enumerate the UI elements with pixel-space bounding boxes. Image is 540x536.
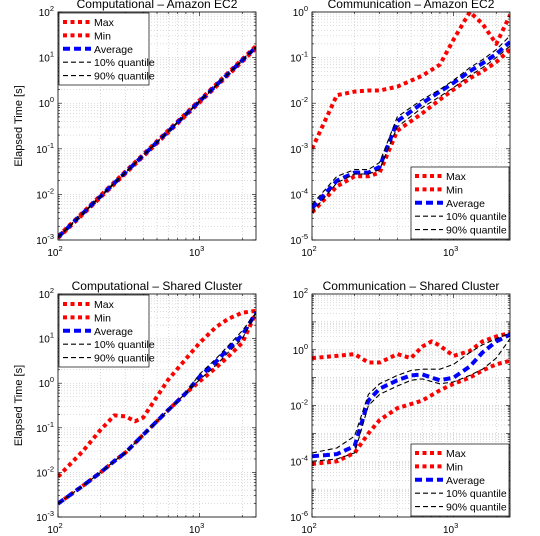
chart-title: Computational – Shared Cluster: [72, 279, 243, 293]
y-tick-label: 102: [39, 4, 54, 19]
legend-label: 10% quantile: [94, 339, 155, 351]
legend-label: Max: [94, 17, 115, 29]
legend-label: 90% quantile: [446, 225, 507, 237]
series-line: [312, 45, 510, 213]
series-line: [58, 312, 256, 505]
y-axis-label: Elapsed Time [s]: [13, 365, 25, 446]
y-tick-label: 100: [293, 342, 308, 357]
x-tick-label: 102: [301, 521, 316, 536]
grid: [311, 293, 510, 518]
y-tick-label: 10-1: [290, 50, 308, 65]
y-tick-label: 10-2: [290, 398, 308, 413]
legend-label: Max: [94, 299, 115, 311]
legend-label: Max: [446, 171, 467, 183]
chart-panel: 102 103 10-3 10-2 10-1 100 101 102 Computational…: [13, 0, 257, 259]
series-line: [312, 332, 510, 459]
y-tick-label: 10-1: [36, 420, 54, 435]
y-tick-label: 10-3: [36, 232, 54, 247]
x-tick-label: 102: [47, 521, 62, 536]
y-tick-label: 10-2: [36, 186, 54, 201]
chart-panel: 102 103 10-3 10-2 10-1 100 101 102 Computational…: [13, 279, 257, 536]
x-tick-label: 103: [189, 244, 204, 259]
legend-label: Min: [446, 461, 463, 473]
legend-label: 10% quantile: [446, 488, 507, 500]
legend-label: Min: [94, 312, 111, 324]
legend-label: 90% quantile: [94, 353, 155, 365]
y-tick-label: 10-4: [290, 453, 308, 468]
legend-label: Average: [94, 326, 133, 338]
y-tick-label: 10-6: [290, 509, 308, 524]
series-line: [312, 48, 510, 214]
chart-title: Communication – Shared Cluster: [323, 279, 500, 293]
legend-label: Average: [94, 44, 133, 56]
y-tick-label: 10-1: [36, 141, 54, 156]
series-line: [312, 12, 510, 150]
y-tick-label: 101: [39, 331, 54, 346]
y-tick-label: 102: [293, 286, 308, 301]
series-line: [312, 338, 510, 462]
chart-title: Computational – Amazon EC2: [77, 0, 238, 11]
x-tick-label: 103: [443, 244, 458, 259]
x-tick-label: 103: [443, 521, 458, 536]
series-line: [58, 46, 256, 238]
series-line: [312, 40, 510, 210]
legend-label: Min: [94, 30, 111, 42]
legend-label: 90% quantile: [446, 502, 507, 514]
y-axis-label: Elapsed Time [s]: [13, 85, 25, 166]
series-line: [312, 331, 510, 365]
legend-label: Max: [446, 448, 467, 460]
series-line: [58, 47, 256, 239]
series-group: [312, 12, 510, 214]
series-group: [58, 44, 256, 240]
chart-panel: 102 103 10-5 10-4 10-3 10-2 10-1 100 Communicati…: [290, 0, 511, 259]
legend-label: 10% quantile: [94, 57, 155, 69]
chart-panel: 102 103 10-6 10-4 10-2 100 102 Communication – …: [290, 279, 511, 536]
legend-label: Min: [446, 184, 463, 196]
y-tick-label: 101: [39, 50, 54, 65]
y-tick-label: 10-2: [290, 95, 308, 110]
legend-label: 10% quantile: [446, 211, 507, 223]
tick-marks: [311, 11, 510, 241]
series-line: [312, 35, 510, 205]
y-tick-label: 102: [39, 286, 54, 301]
y-tick-label: 10-5: [290, 232, 308, 247]
x-tick-label: 102: [47, 244, 62, 259]
series-group: [58, 308, 256, 506]
y-tick-label: 100: [293, 4, 308, 19]
chart-title: Communication – Amazon EC2: [328, 0, 495, 11]
y-tick-label: 100: [39, 95, 54, 110]
y-tick-label: 10-3: [290, 141, 308, 156]
y-tick-label: 10-4: [290, 186, 308, 201]
x-tick-label: 102: [301, 244, 316, 259]
x-tick-label: 103: [189, 521, 204, 536]
y-tick-label: 10-3: [36, 509, 54, 524]
series-group: [312, 331, 510, 466]
series-line: [312, 332, 510, 454]
legend-label: 90% quantile: [94, 71, 155, 83]
legend-label: Average: [446, 475, 485, 487]
series-line: [58, 308, 256, 479]
y-tick-label: 100: [39, 375, 54, 390]
legend-label: Average: [446, 198, 485, 210]
y-tick-label: 10-2: [36, 464, 54, 479]
